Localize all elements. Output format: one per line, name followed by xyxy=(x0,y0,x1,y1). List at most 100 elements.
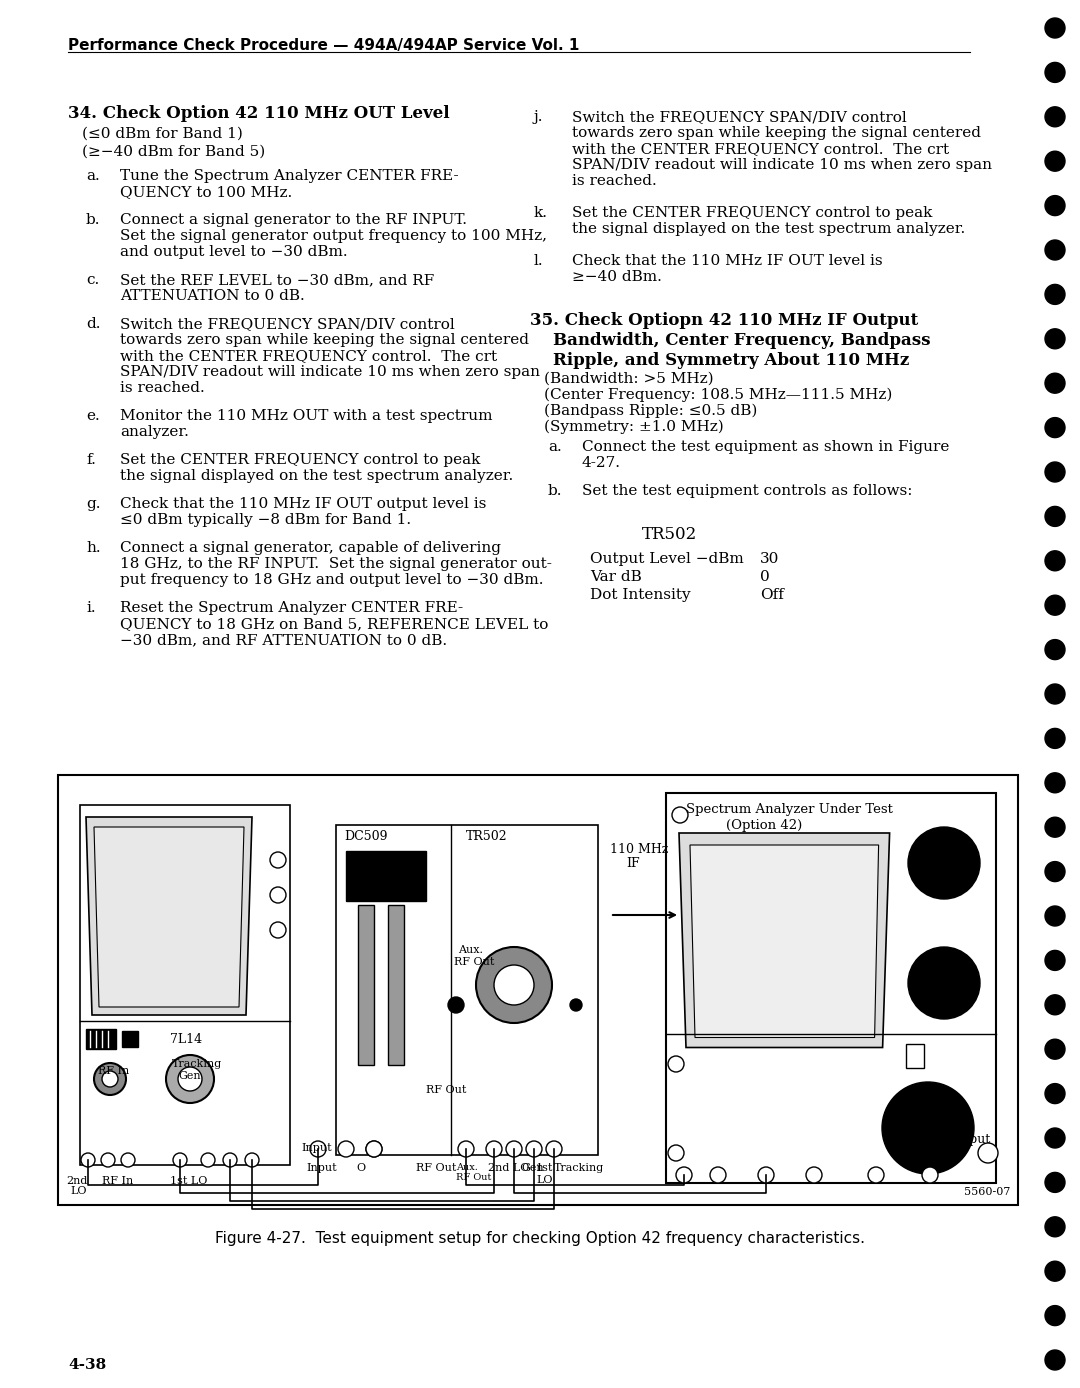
Text: c.: c. xyxy=(86,273,99,287)
Circle shape xyxy=(1045,240,1065,260)
Circle shape xyxy=(476,947,552,1023)
Circle shape xyxy=(458,1141,474,1158)
Text: Dot Intensity: Dot Intensity xyxy=(590,589,690,602)
Circle shape xyxy=(1045,1351,1065,1370)
Circle shape xyxy=(270,887,286,904)
Circle shape xyxy=(1045,373,1065,393)
Text: QUENCY to 18 GHz on Band 5, REFERENCE LEVEL to: QUENCY to 18 GHz on Band 5, REFERENCE LE… xyxy=(120,618,549,632)
Text: (Bandpass Ripple: ≤0.5 dB): (Bandpass Ripple: ≤0.5 dB) xyxy=(544,404,757,418)
Text: (Center Frequency: 108.5 MHz—111.5 MHz): (Center Frequency: 108.5 MHz—111.5 MHz) xyxy=(544,389,892,403)
Circle shape xyxy=(270,922,286,938)
Text: the signal displayed on the test spectrum analyzer.: the signal displayed on the test spectru… xyxy=(120,469,513,483)
Circle shape xyxy=(922,1167,939,1183)
Circle shape xyxy=(201,1153,215,1167)
Text: Aux.
RF Out: Aux. RF Out xyxy=(456,1163,491,1183)
Text: Gen: Gen xyxy=(178,1072,201,1081)
Text: a.: a. xyxy=(86,169,99,183)
Text: Set the CENTER FREQUENCY control to peak: Set the CENTER FREQUENCY control to peak xyxy=(572,205,932,221)
Polygon shape xyxy=(679,833,890,1048)
Text: RF In: RF In xyxy=(98,1066,130,1076)
Circle shape xyxy=(1045,151,1065,171)
Bar xyxy=(122,1031,138,1047)
Text: 34. Check Option 42 110 MHz OUT Level: 34. Check Option 42 110 MHz OUT Level xyxy=(68,105,449,122)
Text: Reset the Spectrum Analyzer CENTER FRE-: Reset the Spectrum Analyzer CENTER FRE- xyxy=(120,601,463,615)
Text: is reached.: is reached. xyxy=(120,380,205,396)
Circle shape xyxy=(1045,951,1065,970)
Text: with the CENTER FREQUENCY control.  The crt: with the CENTER FREQUENCY control. The c… xyxy=(572,142,949,155)
Text: (Bandwidth: >5 MHz): (Bandwidth: >5 MHz) xyxy=(544,372,714,386)
Text: Input: Input xyxy=(306,1163,337,1173)
Circle shape xyxy=(507,1141,522,1158)
Text: towards zero span while keeping the signal centered: towards zero span while keeping the sign… xyxy=(572,126,981,140)
Text: Connect a signal generator, capable of delivering: Connect a signal generator, capable of d… xyxy=(120,541,501,555)
Circle shape xyxy=(1045,906,1065,926)
Text: e.: e. xyxy=(86,409,99,423)
Text: 1st LO: 1st LO xyxy=(170,1176,207,1185)
Text: Connect the test equipment as shown in Figure: Connect the test equipment as shown in F… xyxy=(582,440,949,454)
Text: analyzer.: analyzer. xyxy=(120,425,189,439)
Circle shape xyxy=(1045,1128,1065,1148)
Text: O: O xyxy=(356,1163,365,1173)
Circle shape xyxy=(94,1063,126,1095)
Circle shape xyxy=(1045,729,1065,748)
Circle shape xyxy=(1045,595,1065,615)
Bar xyxy=(346,851,426,901)
Text: Switch the FREQUENCY SPAN/DIV control: Switch the FREQUENCY SPAN/DIV control xyxy=(120,316,455,330)
Text: (≥−40 dBm for Band 5): (≥−40 dBm for Band 5) xyxy=(82,144,266,160)
Text: Connect a signal generator to the RF INPUT.: Connect a signal generator to the RF INP… xyxy=(120,212,467,228)
Circle shape xyxy=(1045,684,1065,704)
Bar xyxy=(58,775,1018,1205)
Circle shape xyxy=(1045,62,1065,82)
Circle shape xyxy=(338,1141,354,1158)
Text: 18 GHz, to the RF INPUT.  Set the signal generator out-: 18 GHz, to the RF INPUT. Set the signal … xyxy=(120,557,552,570)
Text: QUENCY to 100 MHz.: QUENCY to 100 MHz. xyxy=(120,185,293,198)
Text: LO: LO xyxy=(70,1185,86,1196)
Text: RF In: RF In xyxy=(102,1176,133,1185)
Text: 4-38: 4-38 xyxy=(68,1357,106,1371)
Text: 0: 0 xyxy=(760,570,770,584)
Circle shape xyxy=(486,1141,502,1158)
Circle shape xyxy=(1045,107,1065,126)
Circle shape xyxy=(868,1167,885,1183)
Text: Tune the Spectrum Analyzer CENTER FRE-: Tune the Spectrum Analyzer CENTER FRE- xyxy=(120,169,459,183)
Polygon shape xyxy=(690,845,879,1037)
Bar xyxy=(86,1029,116,1049)
Circle shape xyxy=(758,1167,774,1183)
Circle shape xyxy=(81,1153,95,1167)
Circle shape xyxy=(1045,773,1065,793)
Text: 2nd LO: 2nd LO xyxy=(488,1163,529,1173)
Text: Var dB: Var dB xyxy=(590,570,642,584)
Circle shape xyxy=(526,1141,542,1158)
Text: Output Level −dBm: Output Level −dBm xyxy=(590,552,744,566)
Text: DC509: DC509 xyxy=(345,830,388,843)
Text: 5560-07: 5560-07 xyxy=(963,1187,1010,1196)
Circle shape xyxy=(1045,285,1065,304)
Text: SPAN/DIV readout will indicate 10 ms when zero span: SPAN/DIV readout will indicate 10 ms whe… xyxy=(572,158,993,172)
Text: Input: Input xyxy=(301,1142,332,1153)
Polygon shape xyxy=(94,827,244,1008)
Circle shape xyxy=(270,852,286,868)
Circle shape xyxy=(310,1141,326,1158)
Circle shape xyxy=(1045,1306,1065,1326)
Text: Aux.: Aux. xyxy=(458,945,483,955)
Circle shape xyxy=(669,1145,684,1160)
Text: put frequency to 18 GHz and output level to −30 dBm.: put frequency to 18 GHz and output level… xyxy=(120,573,543,587)
Text: (Option 42): (Option 42) xyxy=(726,819,802,831)
Text: i.: i. xyxy=(86,601,96,615)
Circle shape xyxy=(173,1153,187,1167)
Text: 2nd: 2nd xyxy=(66,1176,87,1185)
Circle shape xyxy=(1045,551,1065,570)
Text: towards zero span while keeping the signal centered: towards zero span while keeping the sign… xyxy=(120,333,529,347)
Text: TR502: TR502 xyxy=(465,830,508,843)
Circle shape xyxy=(908,827,980,899)
Bar xyxy=(80,805,291,1165)
Circle shape xyxy=(546,1141,562,1158)
Bar xyxy=(336,824,598,1155)
Circle shape xyxy=(1045,329,1065,348)
Text: ATTENUATION to 0 dB.: ATTENUATION to 0 dB. xyxy=(120,289,305,303)
Bar xyxy=(357,905,374,1065)
Circle shape xyxy=(366,1141,382,1158)
Circle shape xyxy=(366,1141,382,1158)
Text: Tracking: Tracking xyxy=(172,1059,222,1069)
Circle shape xyxy=(570,999,582,1010)
